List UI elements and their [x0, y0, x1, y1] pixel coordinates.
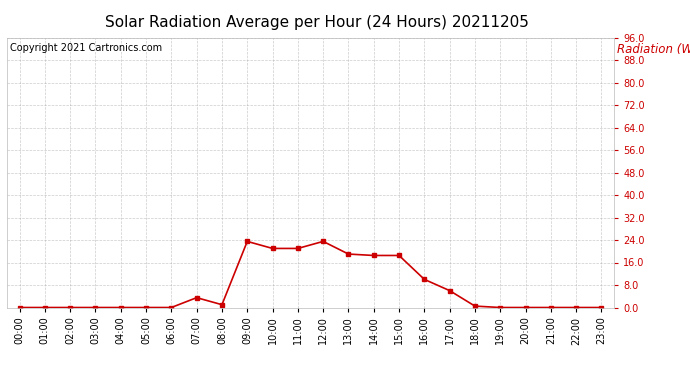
Text: Solar Radiation Average per Hour (24 Hours) 20211205: Solar Radiation Average per Hour (24 Hou… — [106, 15, 529, 30]
Text: Radiation (W/m2): Radiation (W/m2) — [617, 43, 690, 56]
Text: Copyright 2021 Cartronics.com: Copyright 2021 Cartronics.com — [10, 43, 162, 53]
